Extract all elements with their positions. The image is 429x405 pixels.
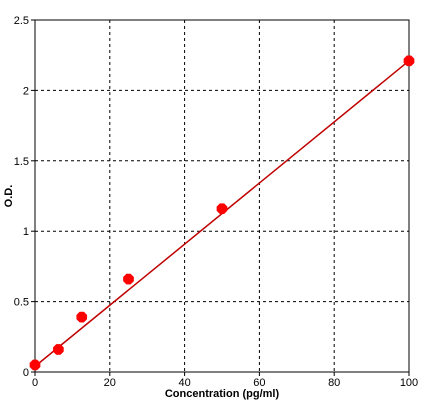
- y-axis-label: O.D.: [3, 185, 15, 208]
- data-point: [123, 273, 134, 285]
- data-point: [53, 344, 64, 355]
- x-tick-label: 0: [32, 377, 38, 389]
- y-tick-label: 1.5: [14, 156, 29, 168]
- x-tick-label: 60: [253, 377, 265, 389]
- y-tick-labels: 0 0.5 1 1.5 2 2.5: [14, 15, 29, 379]
- y-tick-label: 0.5: [14, 297, 29, 309]
- x-tick-label: 20: [104, 377, 116, 389]
- x-axis-label: Concentration (pg/ml): [165, 388, 280, 400]
- data-point: [403, 55, 415, 67]
- y-tick-label: 1: [23, 226, 29, 238]
- y-tick-label: 2: [23, 85, 29, 97]
- y-tick-label: 0: [23, 367, 29, 379]
- data-points: [29, 55, 415, 371]
- grid: [35, 20, 409, 372]
- data-point: [216, 203, 228, 214]
- x-tick-label: 80: [328, 377, 340, 389]
- x-tick-label: 40: [178, 377, 190, 389]
- y-tick-label: 2.5: [14, 15, 29, 27]
- data-point: [76, 311, 88, 323]
- x-tick-label: 100: [400, 377, 418, 389]
- x-tick-labels: 0 20 40 60 80 100: [32, 377, 418, 389]
- data-point: [29, 359, 41, 371]
- ticks: [31, 19, 410, 376]
- plot-frame: [34, 19, 410, 373]
